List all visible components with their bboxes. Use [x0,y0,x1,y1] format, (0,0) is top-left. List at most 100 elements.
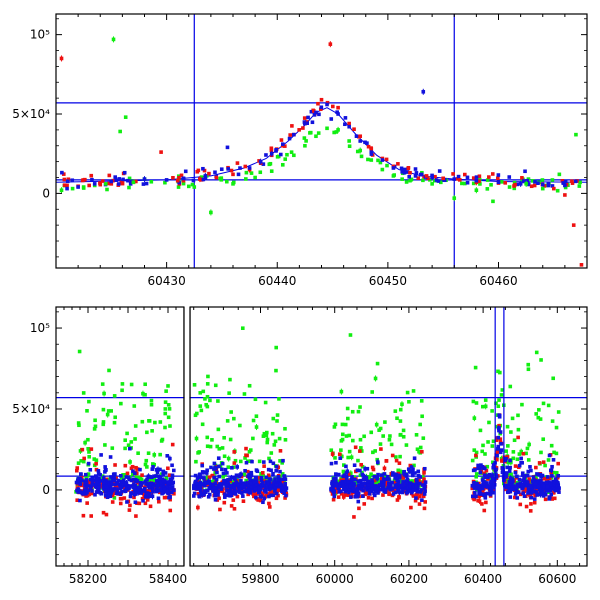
green-point [226,456,231,461]
blue-point [198,475,203,480]
green-point [163,400,168,404]
red-point [179,173,184,178]
red-point [232,461,237,465]
green-point [254,414,259,418]
blue-point [526,487,531,491]
green-point [144,458,149,463]
red-point [59,56,64,61]
red-point [480,502,484,506]
blue-point [364,475,369,480]
green-point [265,430,269,435]
red-point [455,177,460,181]
blue-point [114,178,118,183]
green-point [539,358,543,362]
blue-point [224,483,229,487]
blue-point [514,485,519,490]
red-point [337,452,342,456]
green-point [490,444,495,448]
blue-point [142,489,147,493]
blue-point [548,482,553,487]
blue-point [535,480,540,484]
blue-point [225,145,230,150]
blue-point [121,177,125,182]
red-point [217,496,221,501]
blue-point [139,488,144,492]
blue-point [549,468,554,473]
red-point [503,181,508,185]
blue-point [360,485,365,489]
blue-point [119,474,123,478]
green-point [275,413,280,417]
red-point [214,468,219,472]
green-point [70,186,75,191]
blue-point [366,479,371,484]
green-point [76,461,81,465]
blue-point [534,490,539,494]
blue-point [249,485,253,489]
blue-point [508,476,513,481]
green-point [325,126,329,131]
blue-point [419,488,423,492]
red-point [283,144,287,148]
red-point [396,162,400,166]
blue-point [139,483,143,487]
blue-point [465,175,470,180]
green-point [268,161,273,166]
red-point [80,178,85,183]
blue-point [161,488,165,492]
blue-point [120,489,124,494]
blue-point [155,470,160,475]
blue-point [114,491,119,496]
green-point [152,478,157,483]
blue-point [140,481,144,485]
blue-point [562,181,566,186]
green-point [474,472,479,476]
red-point [128,503,132,508]
blue-point [329,461,334,466]
green-point [391,174,396,178]
green-point [133,437,137,441]
blue-point [530,479,535,484]
blue-point [519,456,523,461]
green-point [198,404,203,408]
green-point [480,449,485,454]
red-point [384,459,389,463]
blue-point [382,472,387,476]
green-point [128,460,132,464]
red-point [533,493,537,498]
green-point [360,464,365,469]
blue-point [420,498,424,502]
blue-point [205,468,209,473]
red-point [359,462,363,467]
green-point [225,179,229,184]
blue-point [165,487,169,492]
blue-point [414,484,418,489]
green-point [153,420,157,425]
blue-point [274,483,279,487]
green-point [485,464,490,469]
blue-point [536,482,540,486]
red-point [528,509,533,513]
blue-point [550,474,554,478]
red-point [487,175,491,179]
green-point [119,401,123,406]
x-tick-label: 60460 [479,274,517,288]
red-point [472,497,476,502]
green-point [380,167,385,172]
green-point [231,182,235,186]
red-point [347,472,351,477]
red-point [145,489,150,493]
green-point [105,187,109,192]
green-point [303,143,307,148]
blue-point [280,489,284,493]
green-point [213,383,218,388]
blue-point [490,473,494,477]
blue-point [344,464,348,469]
red-point [484,500,488,505]
red-point [418,494,422,499]
blue-point [104,468,108,472]
red-point [393,480,397,485]
green-point [536,415,541,420]
green-point [59,188,64,193]
blue-point [405,170,410,174]
